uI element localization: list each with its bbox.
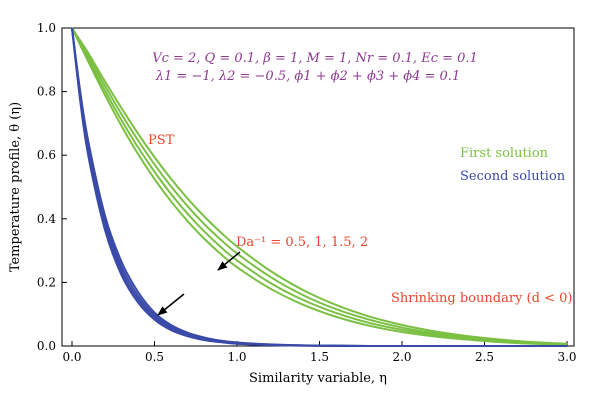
da-inverse-label: Da⁻¹ = 0.5, 1, 1.5, 2 — [236, 235, 368, 250]
params-annotation-line1: Vc = 2, Q = 0.1, β = 1, M = 1, Nr = 0.1,… — [152, 51, 478, 66]
x-tick-label: 1.5 — [310, 350, 329, 364]
x-tick-label: 2.0 — [392, 350, 411, 364]
pst-label: PST — [148, 133, 175, 148]
x-tick-label: 1.0 — [227, 350, 246, 364]
y-tick-label: 1.0 — [37, 21, 56, 35]
x-tick-label: 3.0 — [557, 350, 576, 364]
y-axis-ticks: 0.0 0.2 0.4 0.6 0.8 1.0 — [37, 21, 67, 353]
first-solution-line — [71, 27, 568, 346]
x-axis-label: Similarity variable, η — [249, 371, 387, 386]
y-tick-label: 0.6 — [37, 148, 56, 162]
series-lines — [71, 27, 568, 348]
first-solution-label: First solution — [460, 146, 549, 161]
x-tick-label: 2.5 — [475, 350, 494, 364]
y-tick-label: 0.8 — [37, 85, 56, 99]
da-arrow — [217, 251, 241, 271]
second-solution-label: Second solution — [460, 169, 566, 184]
second-solution-line — [71, 27, 567, 348]
second-solution-arrow — [157, 293, 185, 316]
x-tick-label: 0.0 — [62, 350, 81, 364]
shrinking-boundary-label: Shrinking boundary (d < 0) — [391, 291, 572, 306]
first-solution-line — [71, 27, 568, 346]
first-solution-line — [71, 27, 568, 345]
x-axis-ticks: 0.0 0.5 1.0 1.5 2.0 2.5 3.0 — [62, 341, 577, 364]
y-tick-label: 0.4 — [37, 212, 56, 226]
first-solution-line — [71, 27, 568, 346]
y-tick-label: 0.0 — [37, 339, 56, 353]
params-annotation-line2: λ1 = −1, λ2 = −0.5, ϕ1 + ϕ2 + ϕ3 + ϕ4 = … — [155, 69, 460, 84]
x-tick-label: 0.5 — [145, 350, 164, 364]
y-axis-label: Temperature profile, θ (η) — [8, 102, 23, 272]
y-tick-label: 0.2 — [37, 275, 56, 289]
